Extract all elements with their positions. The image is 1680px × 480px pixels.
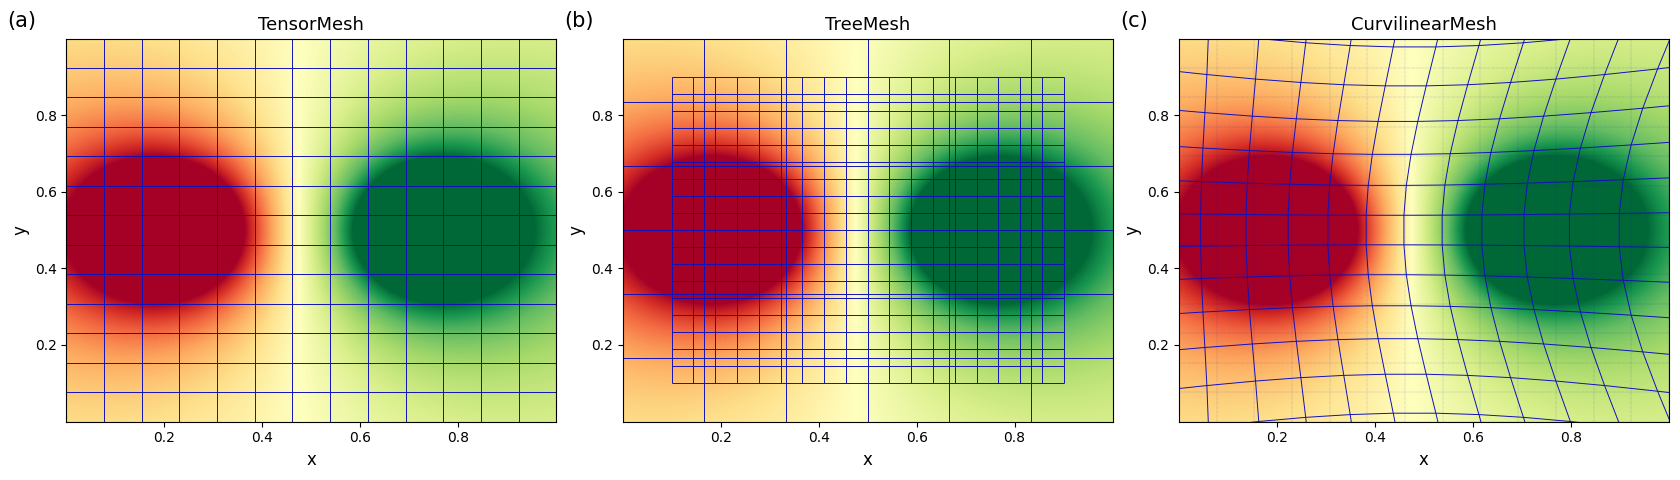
X-axis label: x: x xyxy=(864,451,872,469)
Title: TreeMesh: TreeMesh xyxy=(825,16,911,34)
Title: CurvilinearMesh: CurvilinearMesh xyxy=(1351,16,1497,34)
Y-axis label: y: y xyxy=(568,225,585,235)
Text: (b): (b) xyxy=(564,11,593,31)
Y-axis label: y: y xyxy=(1124,225,1142,235)
Title: TensorMesh: TensorMesh xyxy=(259,16,365,34)
X-axis label: x: x xyxy=(1420,451,1430,469)
Text: (a): (a) xyxy=(8,11,37,31)
Y-axis label: y: y xyxy=(12,225,29,235)
X-axis label: x: x xyxy=(306,451,316,469)
Text: (c): (c) xyxy=(1121,11,1147,31)
